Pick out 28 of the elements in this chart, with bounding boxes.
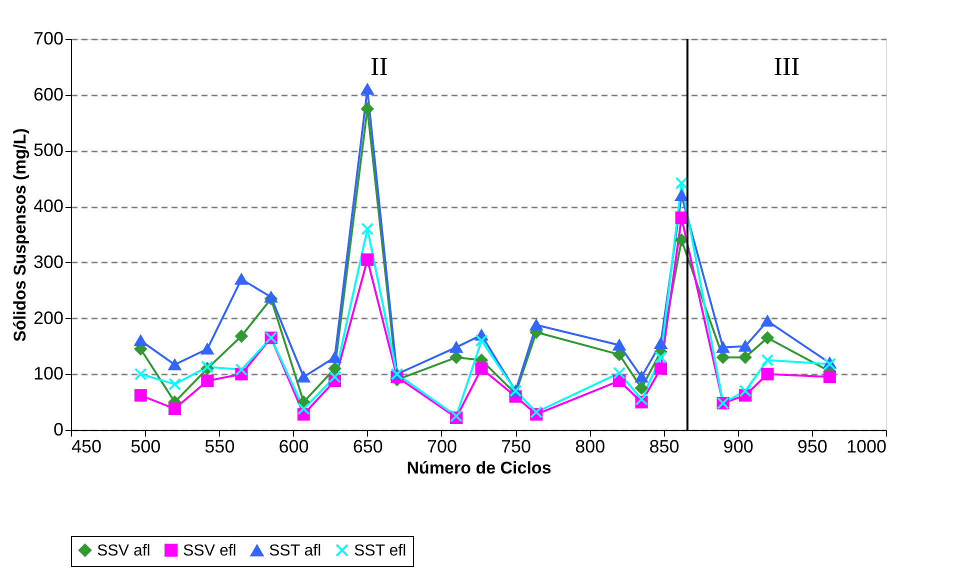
x-tick-label: 950 [797,436,828,456]
x-tick-label: 1000 [846,436,886,456]
x-tick-label: 900 [723,436,754,456]
x-tick-label: 500 [130,436,161,456]
x-tick-label: 750 [501,436,532,456]
x-tick-label: 600 [278,436,309,456]
annotation: II [370,52,388,81]
annotation: III [774,52,800,81]
legend-label: SSV afl [97,542,150,560]
x-tick-label: 800 [575,436,606,456]
legend-label: SST efl [354,542,406,560]
y-tick-label: 300 [33,252,64,272]
y-tick-label: 100 [33,364,64,384]
legend-label: SSV efl [183,542,236,560]
x-tick-label: 850 [649,436,680,456]
x-tick-label: 650 [352,436,383,456]
y-tick-label: 500 [33,140,64,160]
y-tick-label: 200 [33,308,64,328]
y-tick-label: 400 [33,196,64,216]
x-tick-label: 550 [204,436,235,456]
legend-label: SST afl [269,542,322,560]
y-axis-title: Sólidos Suspensos (mg/L) [10,128,30,342]
y-tick-label: 700 [33,28,64,48]
x-tick-label: 700 [426,436,457,456]
y-tick-label: 0 [53,420,64,440]
y-tick-label: 600 [33,84,64,104]
x-tick-label: 450 [72,436,102,456]
x-axis-title: Número de Ciclos [406,458,552,478]
